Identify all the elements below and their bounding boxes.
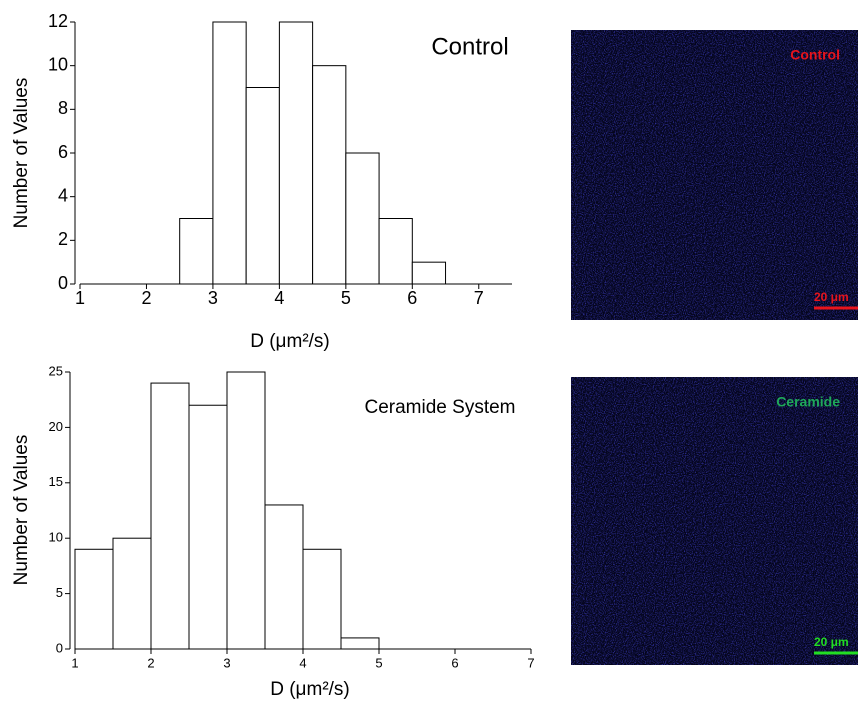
y-tick-label: 0 — [56, 640, 63, 655]
y-tick-label: 10 — [48, 54, 68, 74]
y-tick-label: 15 — [49, 474, 63, 489]
x-tick-label: 4 — [274, 288, 284, 308]
bar — [312, 65, 347, 285]
y-tick-label: 0 — [58, 273, 68, 293]
x-tick-label: 7 — [474, 288, 484, 308]
y-tick-label: 12 — [48, 11, 68, 31]
bar — [411, 261, 447, 285]
bar — [378, 218, 413, 285]
bar — [74, 548, 114, 650]
x-tick-label: 3 — [208, 288, 218, 308]
y-axis-label: Number of Values — [11, 435, 32, 586]
y-tick-label: 5 — [56, 585, 63, 600]
x-tick-label: 6 — [451, 655, 458, 670]
bar — [302, 548, 342, 650]
micrograph-noise — [571, 30, 858, 320]
x-tick-label: 1 — [75, 288, 85, 308]
x-tick-label: 5 — [375, 655, 382, 670]
bar — [150, 382, 190, 650]
y-tick-label: 20 — [49, 419, 63, 434]
y-tick-label: 6 — [58, 142, 68, 162]
bar — [226, 371, 266, 650]
image-label: Control — [790, 47, 840, 63]
y-tick-label: 10 — [49, 530, 63, 545]
bar — [264, 504, 304, 650]
bar — [179, 218, 214, 285]
annotation: Control — [431, 33, 508, 60]
x-tick-label: 5 — [341, 288, 351, 308]
y-tick-label: 2 — [58, 229, 68, 249]
y-tick-label: 25 — [49, 363, 63, 378]
x-axis-label: D (μm²/s) — [270, 679, 350, 700]
scale-bar-label: 20 μm — [814, 635, 849, 649]
x-tick-label: 1 — [71, 655, 78, 670]
bar — [212, 21, 247, 285]
bar — [278, 21, 314, 285]
x-tick-label: 3 — [223, 655, 230, 670]
y-tick-label: 4 — [58, 185, 68, 205]
x-tick-label: 6 — [407, 288, 417, 308]
micrograph-noise — [571, 377, 858, 665]
x-tick-label: 7 — [527, 655, 534, 670]
bar — [188, 404, 228, 650]
annotation: Ceramide System — [365, 397, 516, 418]
image-label: Ceramide — [776, 394, 840, 410]
bar — [245, 87, 280, 285]
bar — [112, 537, 152, 650]
y-axis-label: Number of Values — [11, 78, 32, 229]
scale-bar-label: 20 μm — [814, 290, 849, 304]
y-tick-label: 8 — [58, 98, 68, 118]
x-tick-label: 4 — [299, 655, 306, 670]
bar — [345, 152, 380, 285]
x-axis-label: D (μm²/s) — [250, 331, 330, 352]
bar — [340, 637, 380, 650]
x-tick-label: 2 — [147, 655, 154, 670]
x-tick-label: 2 — [141, 288, 151, 308]
